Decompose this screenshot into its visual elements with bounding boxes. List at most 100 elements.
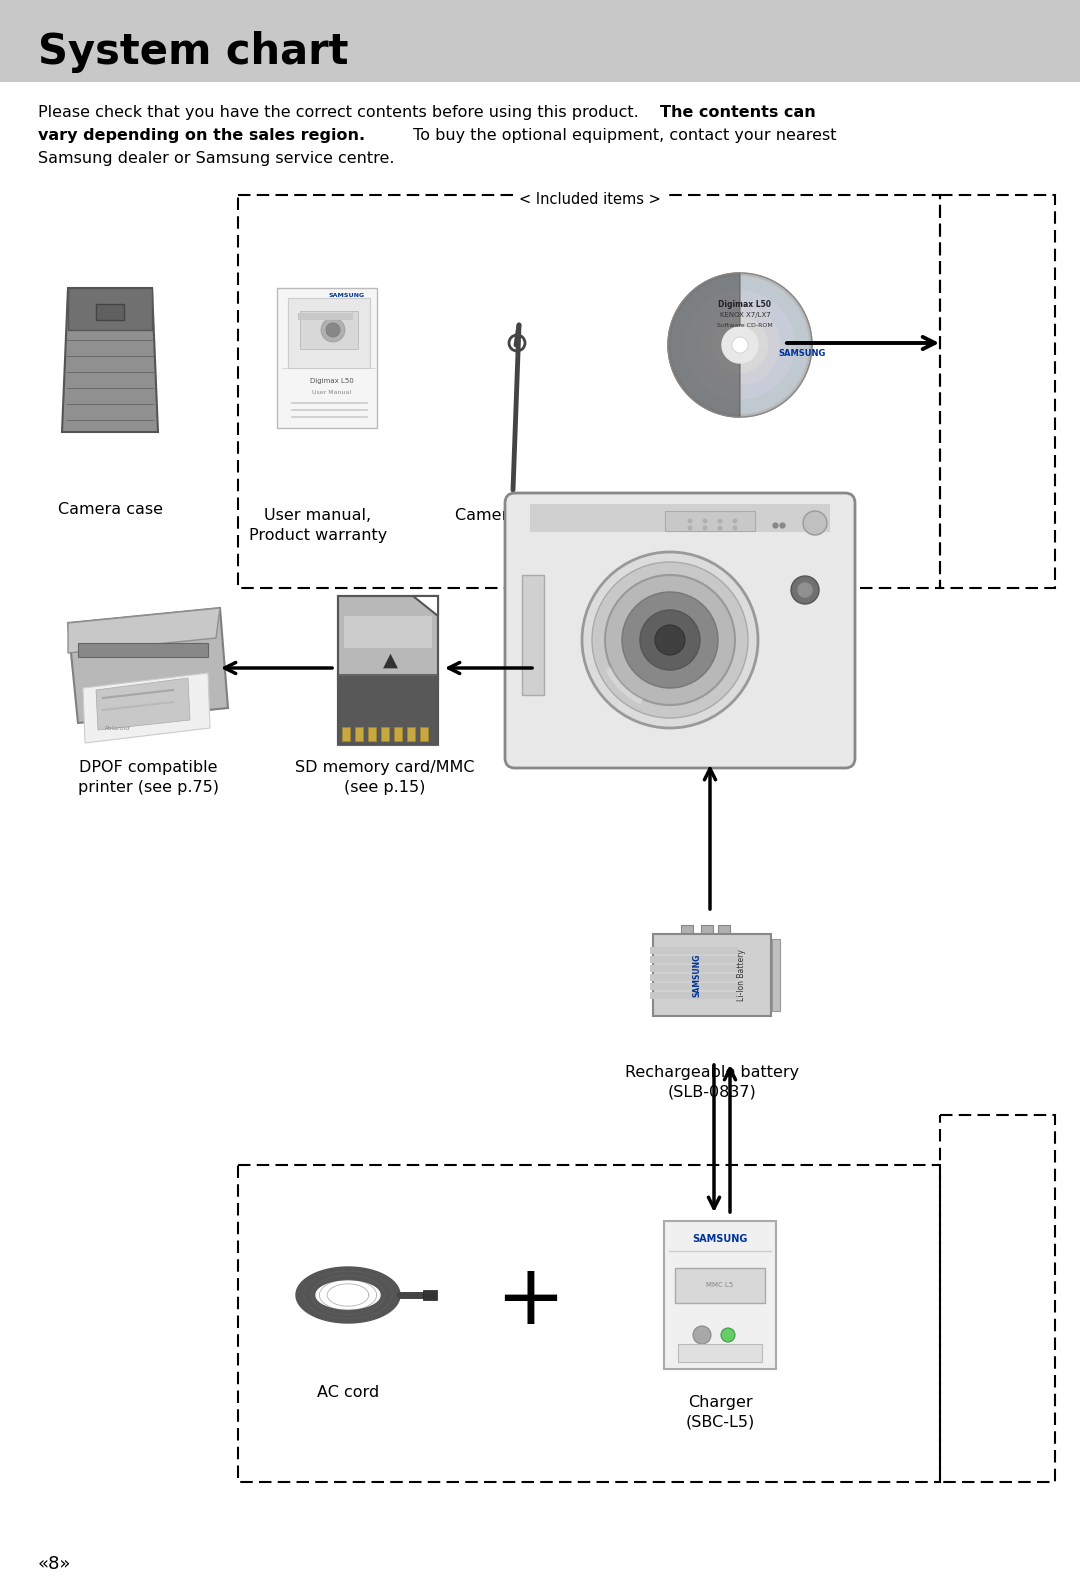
Bar <box>940 1114 1055 1482</box>
Bar <box>650 983 738 989</box>
Polygon shape <box>62 288 158 433</box>
Bar <box>653 934 771 1016</box>
Circle shape <box>797 582 813 598</box>
Bar <box>522 575 544 694</box>
Text: vary depending on the sales region.: vary depending on the sales region. <box>38 128 365 143</box>
Polygon shape <box>713 317 768 372</box>
Text: System chart: System chart <box>38 32 349 73</box>
Text: Digimax L50: Digimax L50 <box>718 300 771 309</box>
Circle shape <box>321 319 345 342</box>
Circle shape <box>804 510 827 536</box>
Text: KENOX X7/LX7: KENOX X7/LX7 <box>719 312 770 319</box>
Bar <box>678 1344 762 1362</box>
Circle shape <box>732 338 748 353</box>
Bar <box>650 946 738 954</box>
Bar <box>338 596 438 743</box>
Text: SD memory card/MMC
(see p.15): SD memory card/MMC (see p.15) <box>295 759 475 794</box>
Text: Charger
(SBC-L5): Charger (SBC-L5) <box>686 1395 755 1430</box>
Text: Samsung dealer or Samsung service centre.: Samsung dealer or Samsung service centre… <box>38 151 394 166</box>
Polygon shape <box>701 306 780 385</box>
Circle shape <box>732 526 738 531</box>
Text: Polaroid: Polaroid <box>105 726 131 731</box>
Bar <box>288 298 370 368</box>
Bar <box>650 965 738 972</box>
Bar <box>665 510 755 531</box>
Bar <box>238 1165 940 1482</box>
Polygon shape <box>723 327 758 363</box>
Text: Rechargeable battery
(SLB-0837): Rechargeable battery (SLB-0837) <box>625 1065 799 1100</box>
Bar <box>297 312 352 320</box>
Text: < Included items >: < Included items > <box>519 192 661 208</box>
Text: AC cord: AC cord <box>316 1385 379 1400</box>
Text: Please check that you have the correct contents before using this product.: Please check that you have the correct c… <box>38 105 644 120</box>
Text: DPOF compatible
printer (see p.75): DPOF compatible printer (see p.75) <box>78 759 218 794</box>
Text: SAMSUNG: SAMSUNG <box>692 1235 747 1244</box>
Circle shape <box>721 1328 735 1342</box>
Bar <box>394 728 402 742</box>
Bar <box>650 973 738 981</box>
Bar <box>681 926 693 934</box>
Circle shape <box>592 563 748 718</box>
Bar <box>276 288 377 428</box>
Text: Camera strap: Camera strap <box>455 509 565 523</box>
Bar <box>530 504 831 533</box>
Bar <box>772 938 780 1011</box>
Text: User Manual: User Manual <box>312 390 352 395</box>
Circle shape <box>622 593 718 688</box>
Text: ▲: ▲ <box>382 650 397 669</box>
Circle shape <box>326 323 340 338</box>
Bar <box>423 1290 437 1300</box>
Circle shape <box>791 575 819 604</box>
Circle shape <box>717 526 723 531</box>
Polygon shape <box>96 678 190 731</box>
Text: Software CD
(see p.104): Software CD (see p.104) <box>680 509 780 542</box>
Circle shape <box>717 518 723 523</box>
Bar <box>338 675 438 745</box>
Circle shape <box>702 526 707 531</box>
Polygon shape <box>686 292 794 399</box>
Bar <box>650 992 738 999</box>
Polygon shape <box>672 277 809 414</box>
Polygon shape <box>68 609 220 653</box>
Polygon shape <box>296 1266 400 1323</box>
Circle shape <box>693 1327 711 1344</box>
Text: SAMSUNG: SAMSUNG <box>329 293 365 298</box>
Polygon shape <box>669 273 812 417</box>
Bar <box>940 195 1055 588</box>
Circle shape <box>605 575 735 705</box>
Text: Li-Ion Battery: Li-Ion Battery <box>738 949 746 1002</box>
Circle shape <box>702 518 707 523</box>
Bar <box>345 617 432 648</box>
Bar <box>675 1268 765 1303</box>
Bar <box>78 644 208 658</box>
Text: SAMSUNG: SAMSUNG <box>778 349 825 358</box>
Bar <box>368 728 376 742</box>
Text: +: + <box>495 1260 565 1341</box>
Polygon shape <box>68 288 152 330</box>
Text: To buy the optional equipment, contact your nearest: To buy the optional equipment, contact y… <box>408 128 837 143</box>
Bar <box>420 728 428 742</box>
Circle shape <box>654 624 685 655</box>
Bar <box>300 311 357 349</box>
Bar <box>96 304 124 320</box>
Bar <box>701 926 713 934</box>
Bar <box>650 956 738 962</box>
Text: Software CD-ROM: Software CD-ROM <box>717 323 773 328</box>
Bar <box>355 728 363 742</box>
Text: User manual,
Product warranty: User manual, Product warranty <box>248 509 387 542</box>
Bar <box>718 926 730 934</box>
Text: «8»: «8» <box>38 1555 71 1572</box>
Circle shape <box>640 610 700 670</box>
Bar <box>664 1220 777 1369</box>
Polygon shape <box>68 609 228 723</box>
Text: SAMSUNG: SAMSUNG <box>692 953 702 997</box>
Polygon shape <box>83 674 210 743</box>
Text: Camera case: Camera case <box>57 502 162 517</box>
Bar <box>342 728 350 742</box>
Circle shape <box>582 552 758 728</box>
Circle shape <box>688 526 692 531</box>
Circle shape <box>688 518 692 523</box>
Polygon shape <box>669 273 740 417</box>
Bar <box>338 596 438 685</box>
Text: The contents can: The contents can <box>660 105 815 120</box>
